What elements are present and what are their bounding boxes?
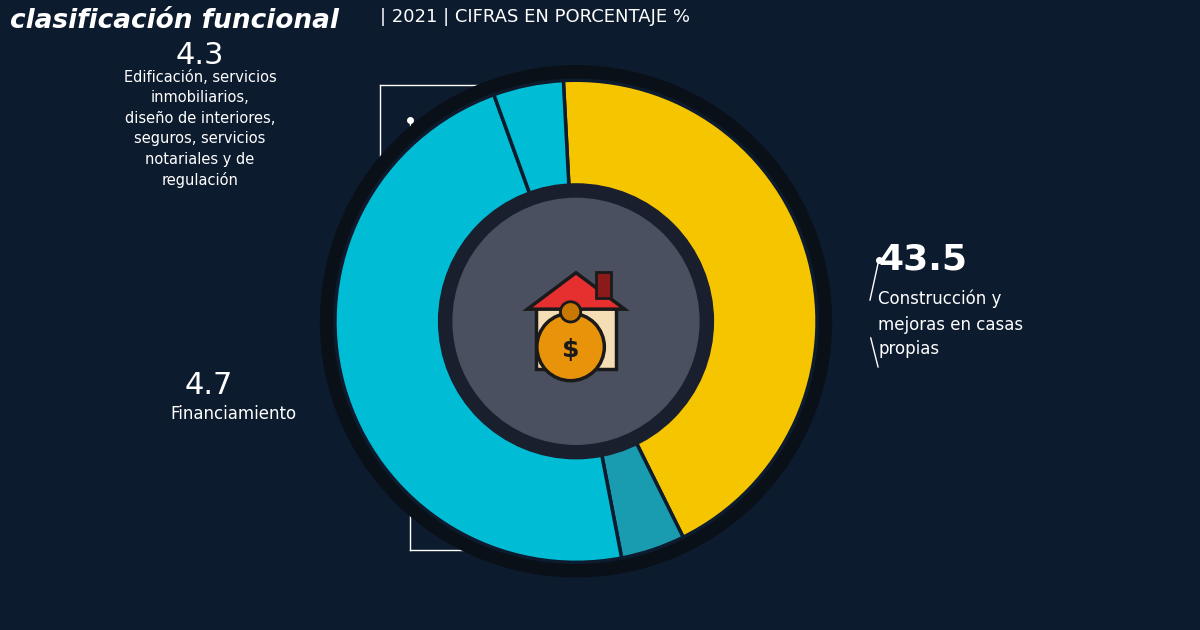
- Circle shape: [560, 302, 581, 322]
- Circle shape: [454, 198, 698, 444]
- Text: 4.7: 4.7: [185, 370, 233, 399]
- Circle shape: [320, 66, 832, 577]
- Circle shape: [536, 313, 605, 381]
- Text: clasificación funcional: clasificación funcional: [10, 8, 338, 34]
- Text: $: $: [562, 338, 580, 362]
- Wedge shape: [601, 440, 683, 558]
- FancyBboxPatch shape: [596, 272, 611, 298]
- Wedge shape: [494, 81, 569, 197]
- Polygon shape: [528, 273, 624, 309]
- Text: 4.3: 4.3: [175, 40, 224, 69]
- Circle shape: [439, 184, 713, 459]
- Text: | 2021 | CIFRAS EN PORCENTAJE %: | 2021 | CIFRAS EN PORCENTAJE %: [380, 8, 690, 26]
- Text: Edificación, servicios
inmobiliarios,
diseño de interiores,
seguros, servicios
n: Edificación, servicios inmobiliarios, di…: [124, 70, 276, 188]
- Text: 43.5: 43.5: [878, 243, 967, 277]
- FancyBboxPatch shape: [535, 308, 617, 369]
- Text: Financiamiento: Financiamiento: [170, 405, 296, 423]
- Wedge shape: [335, 94, 622, 563]
- Text: Construcción y
mejoras en casas
propias: Construcción y mejoras en casas propias: [878, 290, 1024, 358]
- Wedge shape: [563, 80, 817, 537]
